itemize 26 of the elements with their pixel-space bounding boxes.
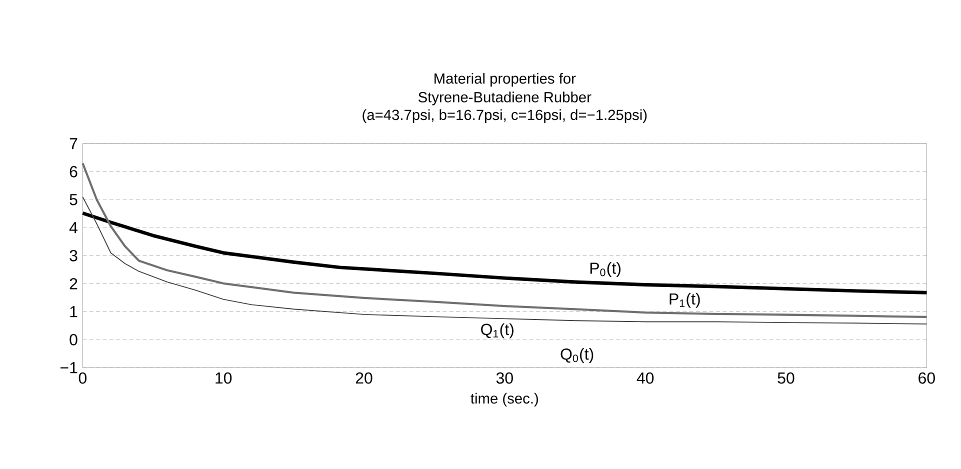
chart-title: Material properties for Styrene-Butadiene Rubber xyxy=(418,72,592,106)
y-tick-label: 1 xyxy=(70,306,78,318)
x-tick-label: 50 xyxy=(778,372,794,384)
y-tick-label: 2 xyxy=(70,278,78,290)
x-tick-label: 20 xyxy=(356,372,372,384)
y-tick-label: 0 xyxy=(70,334,78,346)
x-axis-title: time (sec.) xyxy=(470,392,538,407)
series-label: P$_{1}$(t) xyxy=(670,292,700,308)
y-tick-label: 5 xyxy=(70,194,78,206)
line-series xyxy=(80,211,928,294)
line-series xyxy=(82,162,928,318)
chart-subtitle: (a=43.7psi, b=16.7psi, c=16psi, d=−1.25psi) xyxy=(362,109,647,123)
series-label: P$_{0}$(t) xyxy=(590,262,620,278)
y-tick-label: 7 xyxy=(70,138,78,150)
y-tick-label: 4 xyxy=(69,222,78,234)
x-tick-label: 10 xyxy=(216,372,232,384)
x-tick-label: 0 xyxy=(78,372,87,384)
series-label: Q$_{1}$(t) xyxy=(481,323,514,338)
x-tick-label: 30 xyxy=(496,372,513,384)
annotation: Q$_{0}$(t) xyxy=(560,348,594,363)
line-series xyxy=(82,196,928,324)
x-tick-label: 40 xyxy=(636,372,654,384)
y-tick-label: 3 xyxy=(70,250,78,262)
y-tick-label: 6 xyxy=(70,166,78,178)
y-tick-label: −1 xyxy=(60,362,78,374)
x-tick-label: 60 xyxy=(918,372,935,384)
